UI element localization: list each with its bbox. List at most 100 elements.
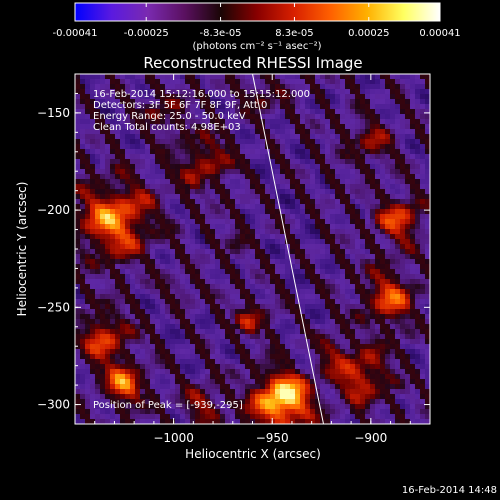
- heatmap-cell: [360, 99, 366, 105]
- heatmap-cell: [165, 104, 171, 110]
- heatmap-cell: [350, 179, 356, 185]
- heatmap-cell: [245, 144, 251, 150]
- heatmap-cell: [300, 374, 306, 380]
- heatmap-cell: [415, 89, 421, 95]
- heatmap-cell: [145, 74, 151, 80]
- heatmap-cell: [380, 164, 386, 170]
- heatmap-cell: [345, 189, 351, 195]
- heatmap-cell: [200, 304, 206, 310]
- heatmap-cell: [310, 89, 316, 95]
- heatmap-cell: [85, 289, 91, 295]
- heatmap-cell: [335, 84, 341, 90]
- heatmap-cell: [125, 169, 131, 175]
- heatmap-cell: [145, 119, 151, 125]
- heatmap-cell: [75, 164, 81, 170]
- heatmap-cell: [165, 194, 171, 200]
- heatmap-cell: [215, 344, 221, 350]
- heatmap-cell: [175, 344, 181, 350]
- heatmap-cell: [80, 324, 86, 330]
- heatmap-cell: [295, 84, 301, 90]
- heatmap-cell: [250, 399, 256, 405]
- heatmap-cell: [215, 154, 221, 160]
- heatmap-cell: [125, 134, 131, 140]
- heatmap-cell: [365, 194, 371, 200]
- heatmap-cell: [355, 134, 361, 140]
- heatmap-cell: [225, 269, 231, 275]
- heatmap-cell: [360, 254, 366, 260]
- heatmap-cell: [80, 359, 86, 365]
- heatmap-cell: [240, 214, 246, 220]
- heatmap-cell: [305, 274, 311, 280]
- heatmap-cell: [375, 399, 381, 405]
- heatmap-cell: [345, 389, 351, 395]
- heatmap-cell: [375, 164, 381, 170]
- heatmap-cell: [235, 344, 241, 350]
- heatmap-cell: [245, 209, 251, 215]
- heatmap-cell: [390, 204, 396, 210]
- heatmap-cell: [195, 149, 201, 155]
- heatmap-cell: [235, 224, 241, 230]
- heatmap-cell: [360, 289, 366, 295]
- heatmap-cell: [210, 229, 216, 235]
- heatmap-cell: [80, 154, 86, 160]
- heatmap-cell: [330, 384, 336, 390]
- heatmap-cell: [415, 344, 421, 350]
- heatmap-cell: [150, 99, 156, 105]
- heatmap-cell: [375, 184, 381, 190]
- heatmap-cell: [300, 139, 306, 145]
- heatmap-cell: [395, 124, 401, 130]
- heatmap-cell: [140, 329, 146, 335]
- heatmap-cell: [270, 99, 276, 105]
- heatmap-cell: [225, 84, 231, 90]
- heatmap-cell: [105, 169, 111, 175]
- heatmap-cell: [295, 394, 301, 400]
- heatmap-cell: [320, 179, 326, 185]
- heatmap-cell: [150, 374, 156, 380]
- heatmap-cell: [230, 89, 236, 95]
- heatmap-cell: [310, 334, 316, 340]
- heatmap-cell: [285, 99, 291, 105]
- heatmap-cell: [295, 344, 301, 350]
- heatmap-cell: [330, 339, 336, 345]
- heatmap-cell: [390, 304, 396, 310]
- heatmap-cell: [250, 179, 256, 185]
- heatmap-cell: [170, 234, 176, 240]
- heatmap-cell: [315, 339, 321, 345]
- heatmap-cell: [240, 254, 246, 260]
- heatmap-cell: [390, 284, 396, 290]
- heatmap-cell: [215, 204, 221, 210]
- heatmap-cell: [415, 319, 421, 325]
- heatmap-cell: [125, 314, 131, 320]
- heatmap-cell: [355, 114, 361, 120]
- heatmap-cell: [205, 244, 211, 250]
- heatmap-cell: [405, 79, 411, 85]
- heatmap-cell: [265, 129, 271, 135]
- heatmap-cell: [425, 189, 430, 195]
- heatmap-cell: [105, 254, 111, 260]
- heatmap-cell: [380, 174, 386, 180]
- heatmap-cell: [170, 354, 176, 360]
- heatmap-cell: [335, 129, 341, 135]
- heatmap-cell: [115, 284, 121, 290]
- heatmap-cell: [180, 94, 186, 100]
- heatmap-cell: [205, 234, 211, 240]
- heatmap-cell: [105, 284, 111, 290]
- heatmap-cell: [270, 284, 276, 290]
- heatmap-cell: [240, 329, 246, 335]
- heatmap-cell: [420, 209, 426, 215]
- heatmap-cell: [105, 124, 111, 130]
- heatmap-cell: [240, 234, 246, 240]
- heatmap-cell: [200, 99, 206, 105]
- heatmap-cell: [305, 409, 311, 415]
- heatmap-cell: [375, 414, 381, 420]
- heatmap-cell: [305, 74, 311, 80]
- heatmap-cell: [200, 279, 206, 285]
- heatmap-cell: [395, 389, 401, 395]
- heatmap-cell: [270, 144, 276, 150]
- heatmap-cell: [90, 119, 96, 125]
- heatmap-cell: [180, 114, 186, 120]
- heatmap-cell: [80, 354, 86, 360]
- heatmap-cell: [265, 74, 271, 80]
- heatmap-cell: [270, 189, 276, 195]
- heatmap-cell: [90, 274, 96, 280]
